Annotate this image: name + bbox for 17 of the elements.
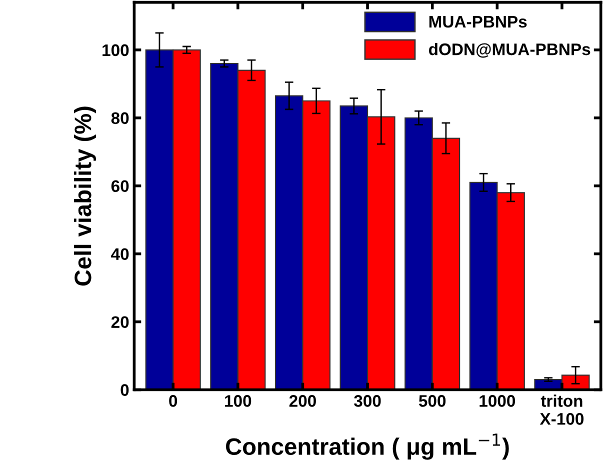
x-tick-label: 500 bbox=[418, 395, 446, 407]
legend-label: MUA-PBNPs bbox=[429, 16, 527, 28]
y-tick-label: 60 bbox=[111, 180, 129, 192]
legend-label: dODN@MUA-PBNPs bbox=[428, 42, 590, 58]
x-tick-label: 1000 bbox=[480, 395, 516, 407]
y-tick-label: 100 bbox=[102, 44, 129, 56]
y-tick-label: 80 bbox=[111, 112, 129, 124]
x-tick-label: 0 bbox=[169, 395, 178, 407]
y-tick-label: 20 bbox=[111, 316, 129, 328]
y-tick-label: 40 bbox=[111, 248, 129, 260]
x-tick-label: 100 bbox=[225, 395, 252, 407]
x-tick-label: 300 bbox=[354, 395, 381, 407]
y-tick-label: 0 bbox=[120, 384, 129, 396]
x-tick-label: triton X-100 bbox=[540, 394, 584, 425]
x-tick-label: 200 bbox=[289, 395, 316, 407]
y-axis-title: Cell viability (%) bbox=[74, 106, 96, 286]
x-axis-title: Concentration ( μg mL$^{−1}$) bbox=[226, 434, 509, 460]
